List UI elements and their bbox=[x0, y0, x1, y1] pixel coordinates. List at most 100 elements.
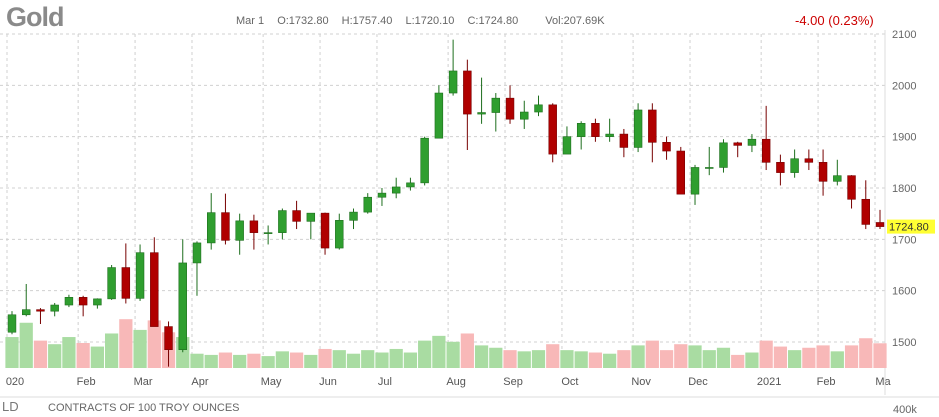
volume-bar bbox=[574, 351, 588, 368]
readout-low: L:1720.10 bbox=[405, 15, 455, 27]
volume-bar bbox=[546, 344, 560, 368]
chart-title: Gold bbox=[6, 2, 64, 32]
candle-body bbox=[306, 212, 316, 222]
volume-bar bbox=[659, 350, 674, 368]
volume-bar bbox=[261, 356, 275, 368]
volume-bar bbox=[318, 348, 332, 368]
volume-bar bbox=[645, 340, 659, 368]
readout-date: Mar 1 bbox=[236, 15, 265, 27]
volume-bar bbox=[474, 345, 489, 368]
candle-body bbox=[648, 109, 657, 143]
candle-body bbox=[249, 220, 259, 233]
candle-body bbox=[93, 298, 102, 306]
volume-bar bbox=[233, 354, 247, 368]
volume-bar bbox=[133, 329, 147, 368]
candle-body bbox=[591, 123, 600, 137]
x-tick-label: Aug bbox=[446, 376, 466, 388]
volume-bar bbox=[773, 346, 788, 368]
readout-volume: Vol:207.69K bbox=[545, 15, 605, 27]
candle-body bbox=[477, 112, 486, 115]
candle-body bbox=[363, 196, 372, 213]
volume-bar bbox=[119, 319, 133, 368]
candle-body bbox=[349, 211, 358, 221]
volume-bar bbox=[432, 335, 446, 368]
candle-body bbox=[107, 267, 116, 300]
volume-tick: 400k bbox=[893, 404, 917, 416]
candle-body bbox=[619, 133, 629, 148]
volume-bar bbox=[275, 351, 289, 368]
unit-label: CONTRACTS OF 100 TROY OUNCES bbox=[48, 402, 240, 414]
candle-body bbox=[434, 92, 444, 139]
volume-bar bbox=[346, 353, 361, 368]
candle-body bbox=[534, 104, 543, 113]
candle-body bbox=[50, 304, 59, 312]
candle-body bbox=[22, 309, 31, 316]
volume-bar bbox=[873, 343, 887, 368]
candle-body bbox=[78, 297, 88, 306]
volume-bar bbox=[560, 350, 574, 368]
volume-bar bbox=[688, 345, 702, 368]
candle-body bbox=[463, 70, 472, 115]
candle-body bbox=[178, 262, 187, 350]
volume-bar bbox=[617, 350, 631, 368]
x-tick-label: Feb bbox=[77, 376, 96, 388]
volume-bar bbox=[33, 340, 48, 368]
volume-bar bbox=[19, 322, 33, 368]
volume-bar bbox=[531, 350, 546, 368]
volume-bar bbox=[631, 345, 645, 368]
readout-high: H:1757.40 bbox=[341, 15, 393, 27]
candle-body bbox=[150, 252, 159, 327]
y-tick-label: 1500 bbox=[892, 337, 916, 349]
volume-bar bbox=[802, 347, 816, 368]
x-tick-label: Mar bbox=[134, 376, 153, 388]
candle-body bbox=[548, 104, 557, 155]
candle-body bbox=[320, 212, 330, 249]
last-price-label: 1724.80 bbox=[889, 222, 929, 234]
volume-bar bbox=[830, 351, 844, 368]
candle-body bbox=[605, 133, 614, 137]
volume-bar bbox=[361, 350, 375, 368]
readout-open: O:1732.80 bbox=[277, 15, 329, 27]
volume-bar bbox=[289, 352, 304, 368]
candle-body bbox=[562, 136, 572, 155]
candle-body bbox=[221, 212, 230, 241]
candle-body bbox=[235, 220, 244, 241]
candle-body bbox=[36, 309, 45, 312]
candle-body bbox=[705, 167, 714, 169]
volume-bar bbox=[503, 350, 517, 368]
volume-bar bbox=[247, 353, 261, 368]
volume-bar bbox=[147, 320, 161, 368]
candle-body bbox=[747, 138, 757, 146]
volume-bar bbox=[446, 341, 460, 368]
candle-body bbox=[633, 109, 643, 148]
volume-bar bbox=[218, 352, 233, 368]
volume-bar bbox=[489, 347, 503, 368]
candle-body bbox=[520, 111, 529, 120]
volume-bar bbox=[389, 348, 403, 368]
volume-bar bbox=[375, 352, 389, 368]
candle-body bbox=[135, 252, 145, 299]
candle-body bbox=[761, 138, 771, 163]
x-tick-label: Nov bbox=[631, 376, 651, 388]
candle-body bbox=[448, 70, 458, 94]
symbol-label: LD bbox=[2, 399, 19, 414]
readout-close: C:1724.80 bbox=[467, 15, 519, 27]
x-tick-label: Jul bbox=[378, 376, 392, 388]
volume-bar bbox=[332, 350, 346, 368]
candle-body bbox=[406, 182, 415, 188]
volume-bar bbox=[517, 351, 531, 368]
volume-bar bbox=[603, 353, 617, 368]
volume-bar bbox=[403, 352, 418, 368]
candle-body bbox=[676, 150, 686, 195]
candle-body bbox=[64, 297, 74, 306]
candle-body bbox=[861, 198, 870, 225]
candle-body bbox=[690, 167, 700, 195]
volume-bar bbox=[62, 337, 76, 368]
volume-bar bbox=[48, 344, 62, 368]
volume-bar bbox=[190, 353, 204, 368]
price-change: -4.00 (0.23%) bbox=[795, 13, 874, 28]
x-tick-label: Ma bbox=[875, 376, 891, 388]
volume-bar bbox=[745, 352, 759, 368]
